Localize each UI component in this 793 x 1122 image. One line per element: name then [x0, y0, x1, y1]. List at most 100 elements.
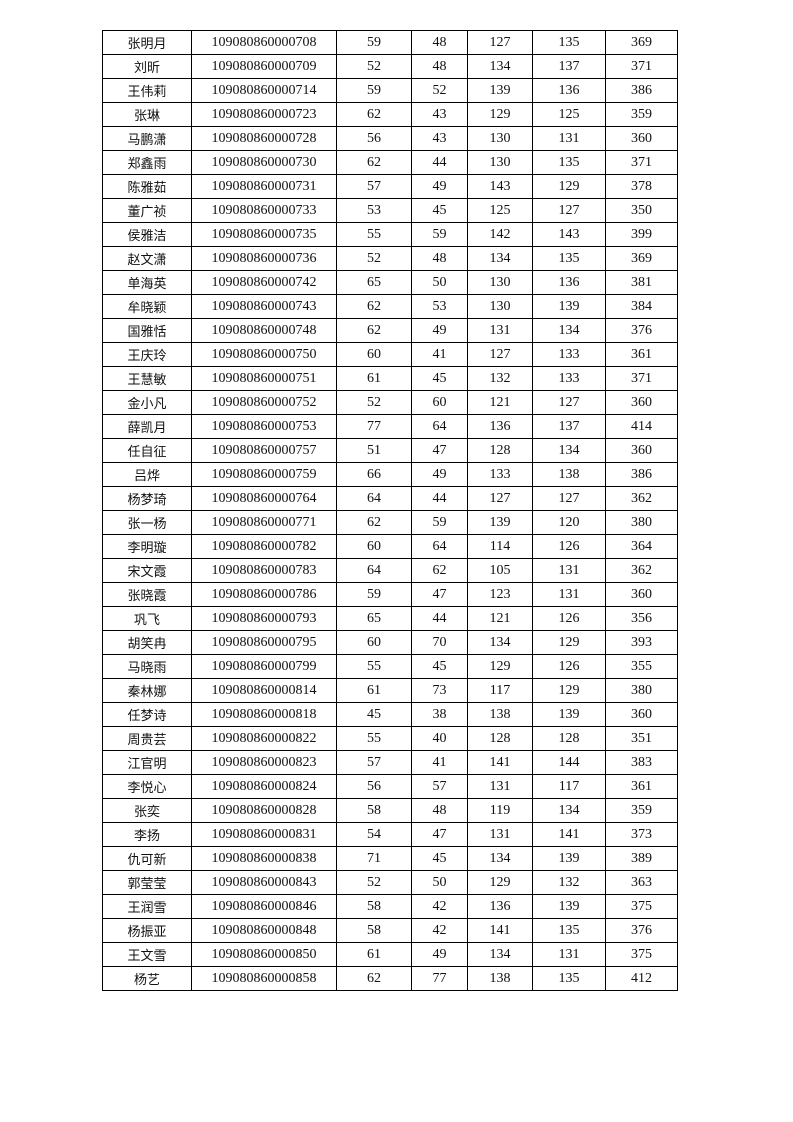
name-cell: 吕烨	[102, 462, 192, 487]
score-3-cell: 136	[467, 414, 533, 439]
name-cell: 王润雪	[102, 894, 192, 919]
score-4-cell: 136	[532, 78, 606, 103]
score-4-cell: 133	[532, 366, 606, 391]
total-score-cell: 373	[605, 822, 678, 847]
score-1-cell: 58	[336, 798, 412, 823]
total-score-cell: 360	[605, 126, 678, 151]
exam-id-cell: 109080860000831	[191, 822, 337, 847]
exam-id-cell: 109080860000759	[191, 462, 337, 487]
total-score-cell: 364	[605, 534, 678, 559]
score-3-cell: 127	[467, 342, 533, 367]
exam-id-cell: 109080860000736	[191, 246, 337, 271]
score-4-cell: 127	[532, 198, 606, 223]
score-4-cell: 117	[532, 774, 606, 799]
name-cell: 李扬	[102, 822, 192, 847]
score-4-cell: 139	[532, 894, 606, 919]
exam-id-cell: 109080860000751	[191, 366, 337, 391]
score-1-cell: 51	[336, 438, 412, 463]
total-score-cell: 360	[605, 702, 678, 727]
name-cell: 董广祯	[102, 198, 192, 223]
score-table-body: 张明月 109080860000708 59 48 127 135 369 刘昕 1090808…	[102, 30, 678, 991]
score-3-cell: 138	[467, 702, 533, 727]
score-4-cell: 141	[532, 822, 606, 847]
exam-id-cell: 109080860000799	[191, 654, 337, 679]
score-2-cell: 64	[411, 414, 468, 439]
score-2-cell: 73	[411, 678, 468, 703]
table-row: 宋文霞 109080860000783 64 62 105 131 362	[102, 558, 678, 583]
score-1-cell: 60	[336, 630, 412, 655]
name-cell: 宋文霞	[102, 558, 192, 583]
score-2-cell: 62	[411, 558, 468, 583]
total-score-cell: 359	[605, 798, 678, 823]
score-1-cell: 61	[336, 366, 412, 391]
exam-id-cell: 109080860000752	[191, 390, 337, 415]
exam-id-cell: 109080860000708	[191, 30, 337, 55]
score-3-cell: 142	[467, 222, 533, 247]
name-cell: 周贵芸	[102, 726, 192, 751]
score-2-cell: 57	[411, 774, 468, 799]
total-score-cell: 371	[605, 150, 678, 175]
table-row: 马晓雨 109080860000799 55 45 129 126 355	[102, 654, 678, 679]
score-2-cell: 60	[411, 390, 468, 415]
score-4-cell: 125	[532, 102, 606, 127]
table-row: 金小凡 109080860000752 52 60 121 127 360	[102, 390, 678, 415]
score-3-cell: 131	[467, 774, 533, 799]
total-score-cell: 386	[605, 78, 678, 103]
total-score-cell: 375	[605, 894, 678, 919]
table-row: 周贵芸 109080860000822 55 40 128 128 351	[102, 726, 678, 751]
exam-id-cell: 109080860000843	[191, 870, 337, 895]
total-score-cell: 371	[605, 366, 678, 391]
name-cell: 刘昕	[102, 54, 192, 79]
score-3-cell: 127	[467, 30, 533, 55]
total-score-cell: 361	[605, 342, 678, 367]
score-2-cell: 44	[411, 606, 468, 631]
table-row: 薛凯月 109080860000753 77 64 136 137 414	[102, 414, 678, 439]
score-3-cell: 134	[467, 630, 533, 655]
name-cell: 秦林娜	[102, 678, 192, 703]
score-3-cell: 134	[467, 54, 533, 79]
score-4-cell: 135	[532, 966, 606, 991]
total-score-cell: 360	[605, 438, 678, 463]
total-score-cell: 386	[605, 462, 678, 487]
name-cell: 张奕	[102, 798, 192, 823]
exam-id-cell: 109080860000771	[191, 510, 337, 535]
table-row: 张奕 109080860000828 58 48 119 134 359	[102, 798, 678, 823]
score-3-cell: 130	[467, 126, 533, 151]
score-4-cell: 129	[532, 630, 606, 655]
score-1-cell: 53	[336, 198, 412, 223]
score-2-cell: 38	[411, 702, 468, 727]
table-row: 赵文潇 109080860000736 52 48 134 135 369	[102, 246, 678, 271]
score-3-cell: 134	[467, 942, 533, 967]
score-1-cell: 52	[336, 390, 412, 415]
exam-id-cell: 109080860000858	[191, 966, 337, 991]
name-cell: 侯雅洁	[102, 222, 192, 247]
total-score-cell: 380	[605, 510, 678, 535]
score-1-cell: 45	[336, 702, 412, 727]
score-4-cell: 137	[532, 54, 606, 79]
total-score-cell: 384	[605, 294, 678, 319]
score-3-cell: 130	[467, 150, 533, 175]
table-row: 巩飞 109080860000793 65 44 121 126 356	[102, 606, 678, 631]
score-2-cell: 52	[411, 78, 468, 103]
total-score-cell: 360	[605, 582, 678, 607]
exam-id-cell: 109080860000735	[191, 222, 337, 247]
exam-id-cell: 109080860000782	[191, 534, 337, 559]
name-cell: 赵文潇	[102, 246, 192, 271]
total-score-cell: 363	[605, 870, 678, 895]
score-3-cell: 114	[467, 534, 533, 559]
exam-id-cell: 109080860000731	[191, 174, 337, 199]
exam-id-cell: 109080860000714	[191, 78, 337, 103]
score-1-cell: 64	[336, 558, 412, 583]
score-2-cell: 49	[411, 462, 468, 487]
table-row: 王润雪 109080860000846 58 42 136 139 375	[102, 894, 678, 919]
name-cell: 牟晓颖	[102, 294, 192, 319]
score-4-cell: 129	[532, 678, 606, 703]
total-score-cell: 355	[605, 654, 678, 679]
table-row: 张晓霞 109080860000786 59 47 123 131 360	[102, 582, 678, 607]
total-score-cell: 375	[605, 942, 678, 967]
exam-id-cell: 109080860000757	[191, 438, 337, 463]
score-3-cell: 117	[467, 678, 533, 703]
table-row: 王慧敏 109080860000751 61 45 132 133 371	[102, 366, 678, 391]
name-cell: 张一杨	[102, 510, 192, 535]
score-4-cell: 139	[532, 702, 606, 727]
